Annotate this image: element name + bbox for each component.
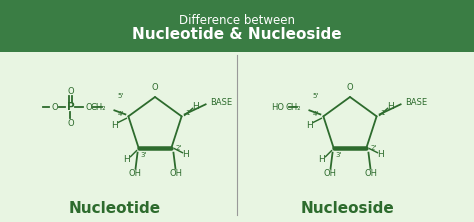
Text: O: O xyxy=(67,119,73,128)
Text: 2': 2' xyxy=(175,145,182,151)
Text: OH: OH xyxy=(323,169,336,178)
Text: 2': 2' xyxy=(371,145,377,151)
Text: H: H xyxy=(387,102,394,111)
Text: 4': 4' xyxy=(313,111,319,117)
Text: O: O xyxy=(152,83,158,92)
Text: H: H xyxy=(123,155,130,164)
Text: BASE: BASE xyxy=(210,98,232,107)
Text: 3': 3' xyxy=(141,152,147,158)
Text: O: O xyxy=(51,103,58,112)
Text: H: H xyxy=(318,155,325,164)
Text: Nucleotide & Nucleoside: Nucleotide & Nucleoside xyxy=(132,27,342,42)
Text: O: O xyxy=(85,103,91,112)
Text: HO: HO xyxy=(272,103,284,112)
Text: H: H xyxy=(192,102,199,111)
Text: O: O xyxy=(67,87,73,96)
Text: CH₂: CH₂ xyxy=(91,103,106,112)
Text: 1': 1' xyxy=(381,110,387,116)
Text: H: H xyxy=(111,121,118,130)
Text: OH: OH xyxy=(365,169,378,178)
Text: OH: OH xyxy=(170,169,183,178)
Text: 5': 5' xyxy=(117,93,124,99)
Text: 3': 3' xyxy=(336,152,342,158)
Text: 5': 5' xyxy=(312,93,319,99)
Text: H: H xyxy=(377,150,384,159)
Text: CH₂: CH₂ xyxy=(286,103,301,112)
Text: P: P xyxy=(66,102,74,112)
Text: 1': 1' xyxy=(186,110,192,116)
Text: 4': 4' xyxy=(118,111,124,117)
Text: BASE: BASE xyxy=(405,98,427,107)
Text: OH: OH xyxy=(128,169,141,178)
Text: Nucleoside: Nucleoside xyxy=(301,200,395,216)
Text: Difference between: Difference between xyxy=(179,14,295,27)
FancyBboxPatch shape xyxy=(0,0,474,52)
Text: H: H xyxy=(306,121,313,130)
Text: H: H xyxy=(182,150,189,159)
Text: O: O xyxy=(346,83,353,92)
Text: Nucleotide: Nucleotide xyxy=(69,200,161,216)
